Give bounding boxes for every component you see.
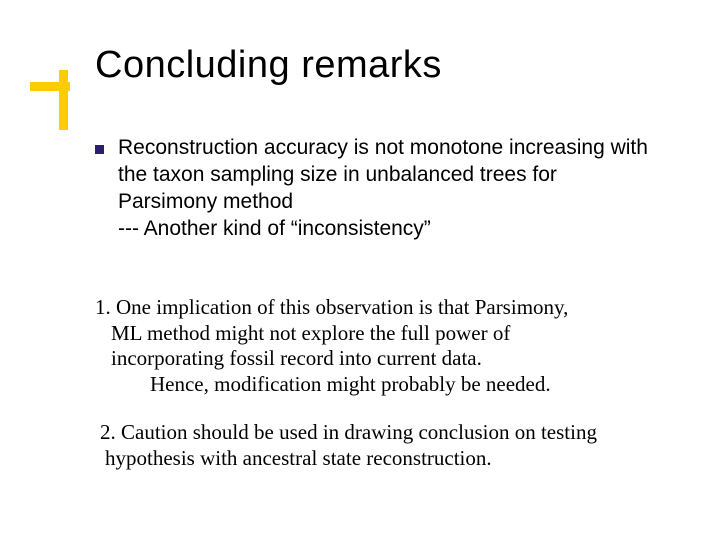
bullet-text: Reconstruction accuracy is not monotone …	[118, 135, 655, 243]
p1-line-2: ML method might not explore the full pow…	[95, 321, 655, 347]
body-content: Reconstruction accuracy is not monotone …	[95, 135, 655, 247]
p1-line-1: 1. One implication of this observation i…	[95, 295, 655, 321]
square-bullet-icon	[95, 145, 104, 154]
p2-line-2: hypothesis with ancestral state reconstr…	[100, 446, 655, 472]
bullet-line-1: Reconstruction accuracy is not monotone …	[118, 136, 648, 213]
slide-title: Concluding remarks	[95, 44, 442, 87]
bullet-item-1: Reconstruction accuracy is not monotone …	[95, 135, 655, 243]
bullet-line-2: --- Another kind of “inconsistency”	[118, 217, 431, 240]
slide: Concluding remarks Reconstruction accura…	[0, 0, 720, 540]
p1-line-4: Hence, modification might probably be ne…	[95, 372, 655, 398]
accent-bar-vertical	[59, 70, 68, 130]
numbered-point-2: 2. Caution should be used in drawing con…	[100, 420, 655, 471]
numbered-point-1: 1. One implication of this observation i…	[95, 295, 655, 397]
p2-line-1: 2. Caution should be used in drawing con…	[100, 420, 655, 446]
p1-line-3: incorporating fossil record into current…	[95, 346, 655, 372]
